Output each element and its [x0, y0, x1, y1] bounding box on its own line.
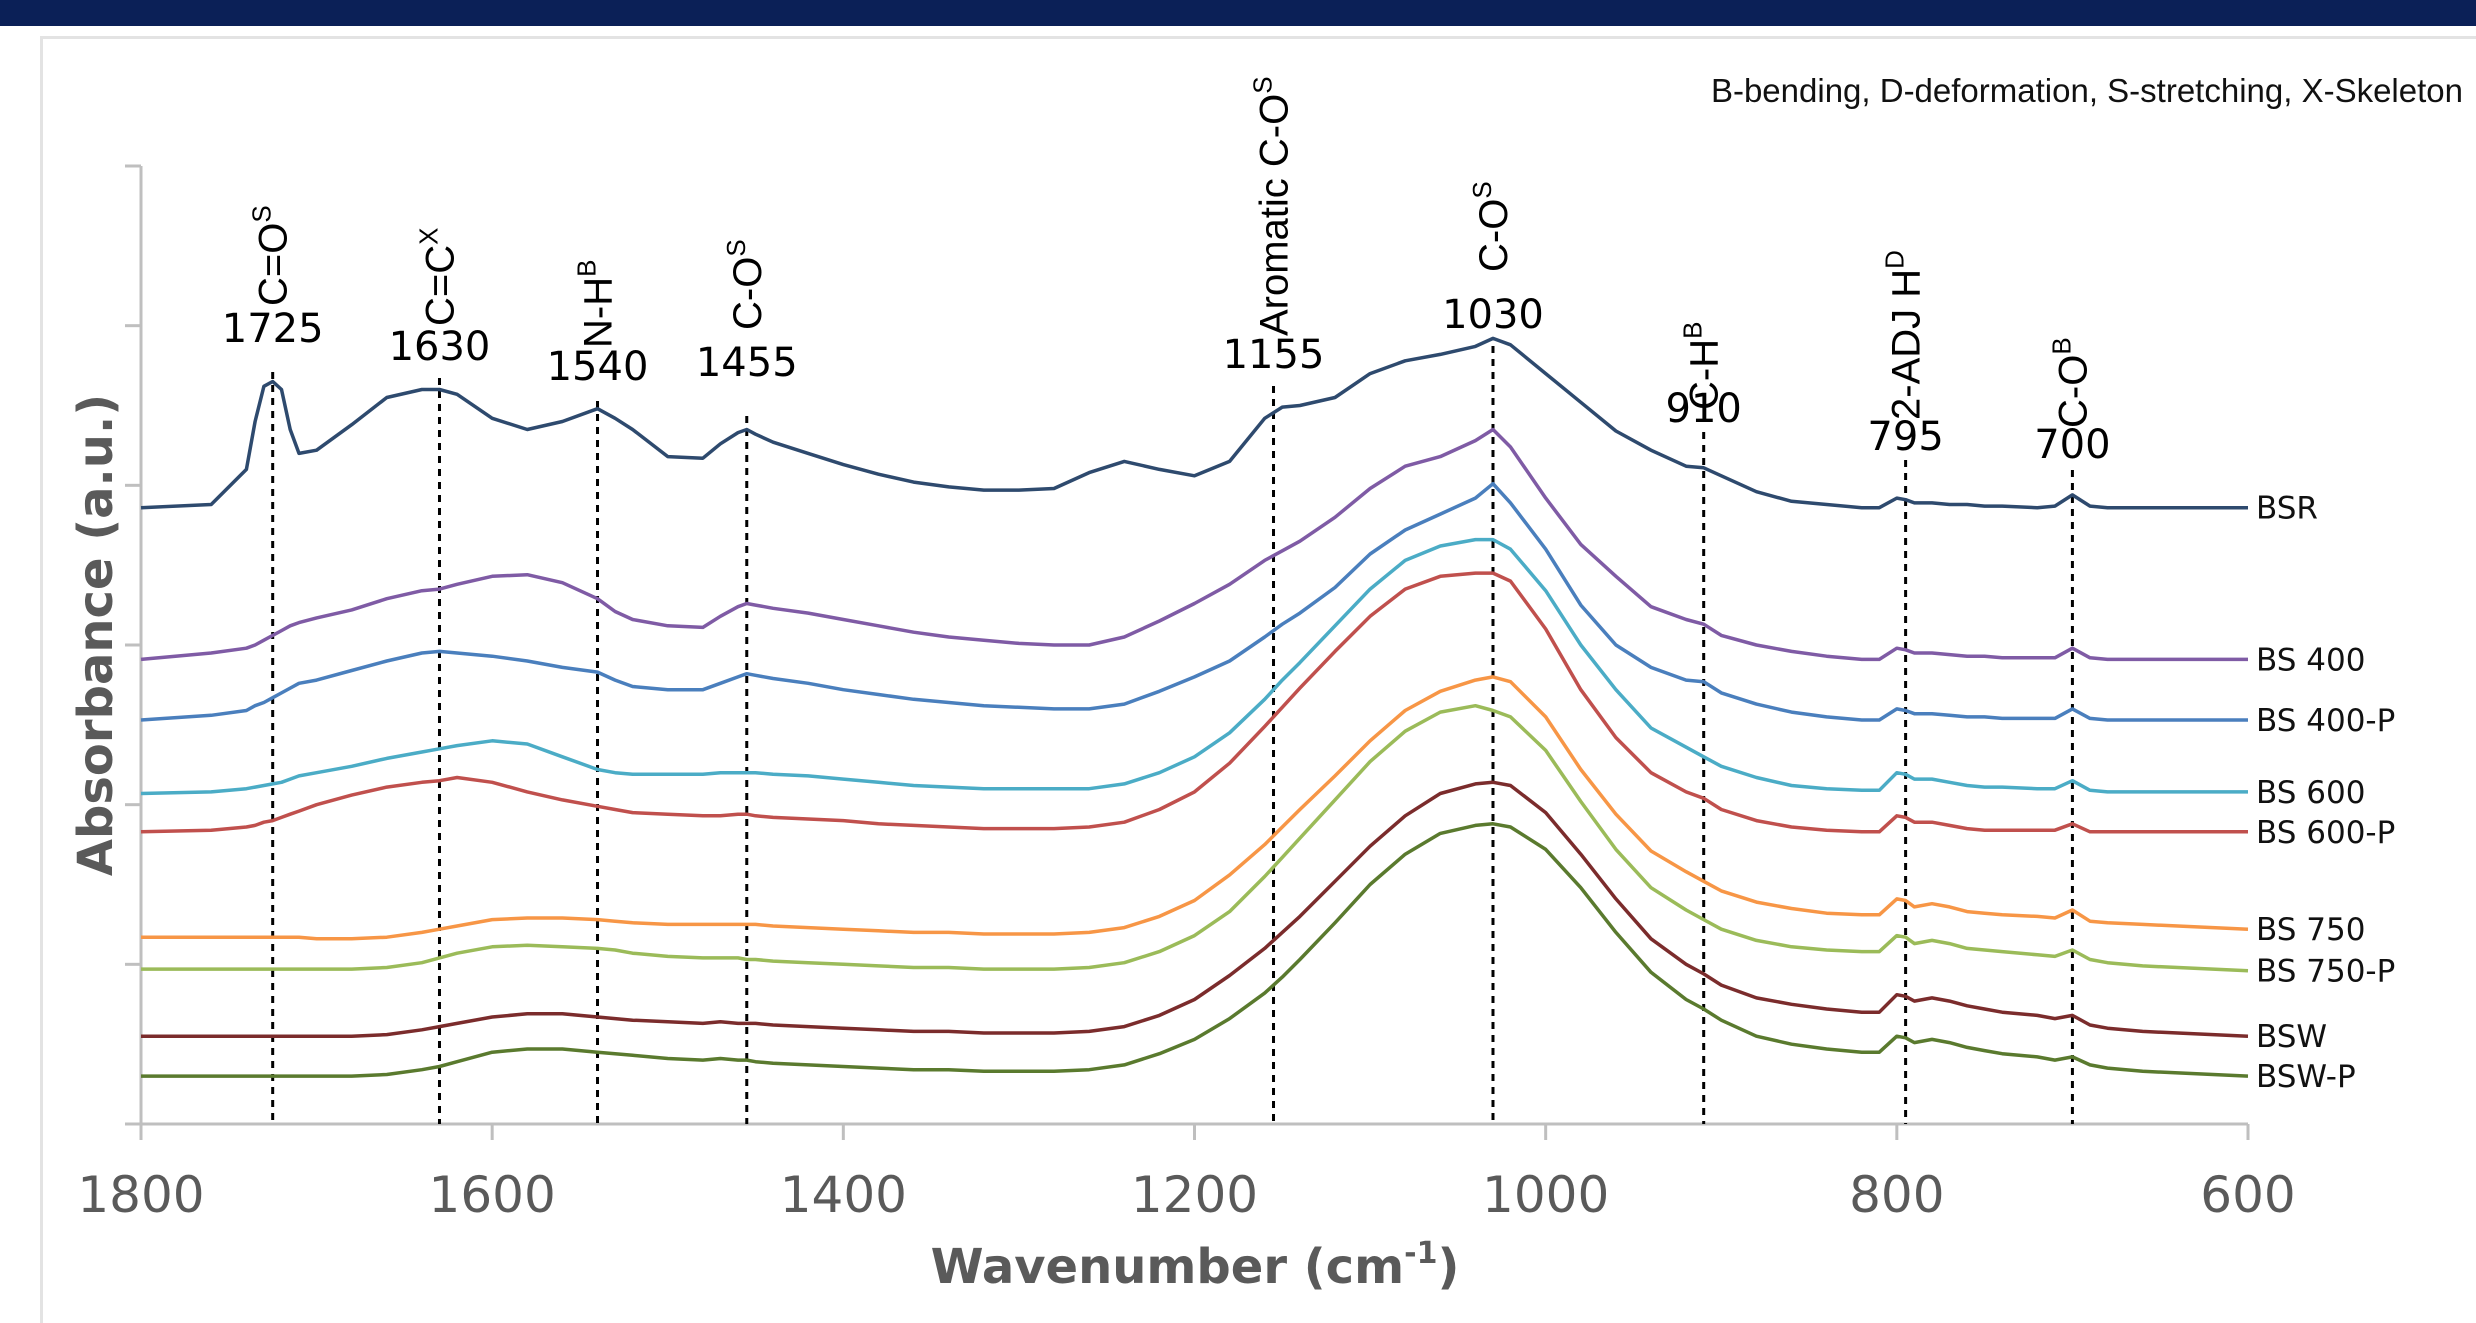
series-label: BSW — [2256, 1019, 2327, 1055]
chart-text: B-bending, D-deformation, S-stretching, … — [68, 72, 2463, 1295]
band-assignment-superscript: B — [1678, 322, 1708, 339]
x-tick-label: 1200 — [1131, 1166, 1258, 1224]
series-label: BS 750-P — [2256, 954, 2395, 990]
reference-wavenumber-1725: 1725 — [222, 306, 324, 352]
x-tick-label: 800 — [1849, 1166, 1944, 1224]
band-assignment-1540: N-HB — [572, 260, 621, 348]
band-assignment-text: C-H — [1683, 339, 1727, 410]
series-line-bs-750-p — [141, 703, 2249, 973]
band-assignment-text: 2-ADJ H — [1885, 269, 1929, 420]
x-axis-title-superscript: -1 — [1404, 1236, 1437, 1271]
y-ticks — [125, 164, 141, 1126]
series-line-bsw — [141, 780, 2249, 1038]
reference-wavenumber-795: 795 — [1867, 414, 1943, 460]
band-assignment-700: C-OB — [2046, 337, 2095, 428]
band-assignment-superscript: X — [413, 228, 443, 245]
x-axis-title: Wavenumber (cm-1) — [931, 1236, 1460, 1295]
band-assignment-text: C-O — [1472, 199, 1516, 272]
series-label: BS 400 — [2256, 642, 2365, 678]
band-assignment-text: N-H — [577, 277, 621, 348]
band-assignment-1725: C=OS — [247, 205, 296, 306]
x-tick-label: 1600 — [429, 1166, 556, 1224]
band-assignment-1630: C=CX — [413, 228, 462, 326]
reference-wavenumber-1030: 1030 — [1442, 292, 1544, 338]
reference-lines: 1725C=OS1630C=CX1540N-HB1455C-OS1155Arom… — [222, 76, 2111, 1124]
reference-wavenumber-1630: 1630 — [389, 324, 491, 370]
header-bar — [0, 0, 2476, 26]
band-assignment-910: C-HB — [1678, 322, 1727, 410]
series-line-bs-750 — [141, 675, 2249, 941]
series-label: BS 600-P — [2256, 815, 2395, 851]
series-line-bs-400 — [140, 427, 2248, 662]
band-assignment-text: C-O — [726, 257, 770, 330]
abbreviation-note: B-bending, D-deformation, S-stretching, … — [1711, 72, 2463, 109]
band-assignment-1030: C-OS — [1467, 181, 1516, 272]
band-assignment-1455: C-OS — [721, 239, 770, 330]
reference-wavenumber-1155: 1155 — [1223, 332, 1325, 378]
band-assignment-795: 2-ADJ HD — [1880, 250, 1929, 420]
series-line-bs-600-p — [140, 571, 2248, 834]
axes: 1800 1600 1400 1200 1000 800 600 — [77, 164, 2296, 1224]
band-assignment-superscript: S — [1248, 76, 1278, 93]
series-line-bsr — [140, 336, 2248, 510]
series-line-bs-600 — [140, 537, 2248, 796]
x-ticks: 1800 1600 1400 1200 1000 800 600 — [77, 1124, 2296, 1224]
band-assignment-text: C=C — [418, 245, 462, 326]
x-axis-title-main: Wavenumber (cm — [931, 1239, 1405, 1295]
band-assignment-superscript: D — [1880, 250, 1910, 269]
band-assignment-superscript: S — [721, 239, 751, 256]
band-assignment-text: C=O — [252, 223, 296, 306]
band-assignment-1155: Aromatic C-OS — [1248, 76, 1297, 336]
reference-wavenumber-1455: 1455 — [696, 340, 798, 386]
reference-wavenumber-1540: 1540 — [547, 344, 649, 390]
band-assignment-superscript: B — [2046, 337, 2076, 354]
y-axis-title: Absorbance (a.u.) — [68, 394, 124, 876]
series-label: BSW-P — [2256, 1059, 2356, 1095]
series-label: BS 600 — [2256, 775, 2365, 811]
band-assignment-superscript: S — [1467, 181, 1497, 198]
reference-wavenumber-910: 910 — [1666, 386, 1742, 432]
reference-wavenumber-700: 700 — [2034, 422, 2110, 468]
band-assignment-text: C-O — [2051, 355, 2095, 428]
band-assignment-superscript: B — [572, 260, 602, 277]
x-tick-label: 1800 — [77, 1166, 204, 1224]
series-label: BS 750 — [2256, 912, 2365, 948]
series-lines: BSR BS 400 BS 400-P BS 600 BS 600-P BS 750 BS … — [140, 336, 2395, 1095]
series-label: BSR — [2256, 491, 2318, 527]
x-tick-label: 1000 — [1482, 1166, 1609, 1224]
chart-frame — [40, 36, 2476, 1323]
x-tick-label: 1400 — [780, 1166, 907, 1224]
band-assignment-text: Aromatic C-O — [1253, 94, 1297, 336]
series-line-bs-400-p — [140, 481, 2248, 722]
series-label: BS 400-P — [2256, 703, 2395, 739]
x-axis-title-close: ) — [1437, 1239, 1459, 1295]
x-tick-label: 600 — [2200, 1166, 2295, 1224]
series-line-bsw-p — [141, 822, 2249, 1078]
band-assignment-superscript: S — [247, 205, 277, 222]
